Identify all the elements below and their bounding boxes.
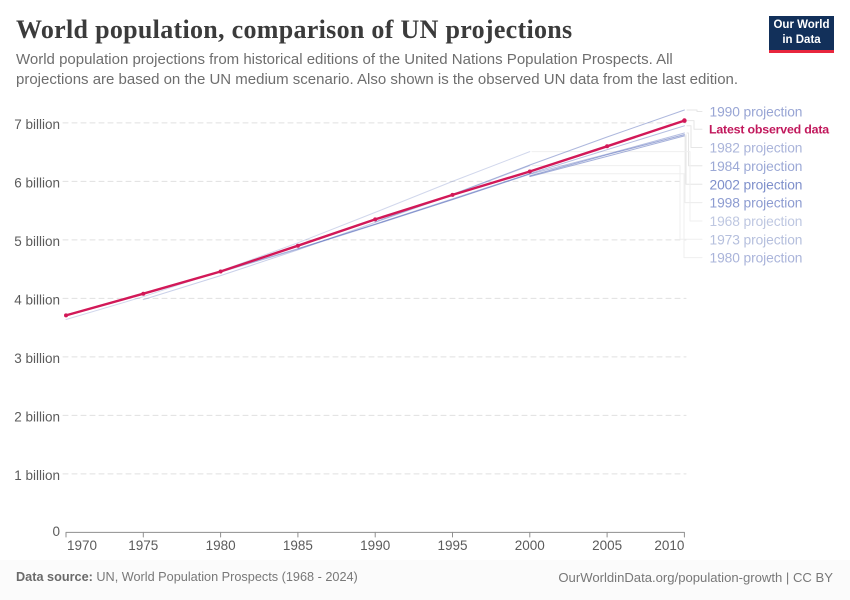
- svg-text:0: 0: [52, 524, 60, 539]
- svg-text:2010: 2010: [654, 538, 684, 553]
- svg-text:2002 projection: 2002 projection: [710, 177, 803, 192]
- svg-text:1970: 1970: [67, 538, 97, 553]
- svg-text:2005: 2005: [592, 538, 622, 553]
- svg-text:1982 projection: 1982 projection: [710, 141, 803, 156]
- svg-text:2000: 2000: [515, 538, 545, 553]
- svg-text:7 billion: 7 billion: [14, 117, 60, 132]
- svg-text:2 billion: 2 billion: [14, 410, 60, 425]
- svg-text:5 billion: 5 billion: [14, 234, 60, 249]
- svg-text:1995: 1995: [437, 538, 467, 553]
- svg-text:3 billion: 3 billion: [14, 351, 60, 366]
- svg-text:1968 projection: 1968 projection: [710, 214, 803, 229]
- svg-text:1 billion: 1 billion: [14, 468, 60, 483]
- svg-text:4 billion: 4 billion: [14, 293, 60, 308]
- svg-text:1990 projection: 1990 projection: [710, 105, 803, 120]
- svg-text:1975: 1975: [128, 538, 158, 553]
- svg-text:1973 projection: 1973 projection: [710, 232, 803, 247]
- svg-text:6 billion: 6 billion: [14, 176, 60, 191]
- svg-text:1998 projection: 1998 projection: [710, 196, 803, 211]
- svg-text:1980: 1980: [206, 538, 236, 553]
- svg-text:1980 projection: 1980 projection: [710, 251, 803, 266]
- svg-text:Latest observed data: Latest observed data: [709, 123, 829, 137]
- svg-text:1984 projection: 1984 projection: [710, 159, 803, 174]
- svg-text:1985: 1985: [283, 538, 313, 553]
- svg-text:1990: 1990: [360, 538, 390, 553]
